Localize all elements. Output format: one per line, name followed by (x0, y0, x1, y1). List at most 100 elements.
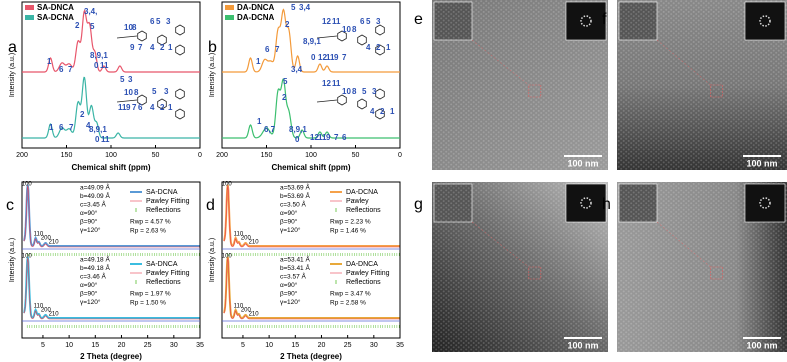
panel-label: c (6, 197, 14, 214)
peak-label: 12 (322, 17, 331, 26)
peak-label: 1 (168, 43, 173, 52)
legend-swatch (225, 15, 234, 20)
cell-parameter: β=90° (280, 218, 298, 226)
bond (316, 99, 338, 103)
hkl-label: 200 (41, 236, 52, 242)
ring (357, 98, 367, 110)
scale-label: 100 nm (567, 340, 598, 350)
hkl-label: 210 (49, 240, 60, 246)
panel-label: h (602, 196, 611, 213)
peak-label: 9 (334, 53, 339, 62)
panel-label: d (206, 197, 215, 214)
peak-label: 5 (90, 22, 95, 31)
peak-label: 2 (285, 20, 290, 29)
roi-box (710, 84, 723, 98)
peak-label: 5 (120, 75, 125, 84)
peak-label: 11 (100, 61, 109, 70)
peak-label: 3 (376, 17, 381, 26)
cell-parameter: α=90° (280, 281, 298, 289)
legend-label: SA-DNCA (146, 261, 178, 268)
peak-label: 8,9,1 (90, 51, 108, 60)
inset-fft (565, 1, 607, 41)
label: 50 (352, 152, 360, 159)
ring (375, 44, 385, 56)
cell-parameter: β=90° (80, 218, 98, 226)
peak-label: 5 (152, 87, 157, 96)
cell-parameter: β=90° (280, 290, 298, 298)
cell-parameter: b=53.41 Å (280, 263, 310, 272)
peak-label: 7 (334, 133, 339, 142)
peak-label: 6 (342, 133, 347, 142)
r-factor: Rp = 1.46 % (330, 228, 366, 235)
peak-label: 6 (360, 17, 365, 26)
peak-label: 8,9,1 (289, 125, 307, 134)
inset-fft (744, 1, 786, 41)
peak-label: 2 (380, 107, 385, 116)
peak-label: 0 (94, 61, 99, 70)
legend-label: Pawley (346, 198, 369, 205)
ring (137, 30, 147, 42)
ring (375, 88, 385, 100)
legend-label: Reflections (346, 279, 381, 286)
label: 35 (196, 342, 204, 349)
hkl-label: 200 (241, 236, 252, 242)
panel-label: b (208, 39, 217, 56)
peak-label: 7 (69, 123, 74, 132)
legend-label: DA-DNCA (237, 3, 275, 12)
label: Chemical shift (ppm) (71, 163, 150, 172)
label: 100 (105, 152, 117, 159)
label: 5 (41, 342, 45, 349)
r-factor: Rwp = 1.97 % (130, 291, 171, 298)
label: 2 Theta (degree) (80, 352, 142, 361)
peak-label: 1 (390, 107, 395, 116)
cell-parameter: β=90° (80, 290, 98, 298)
label: 30 (170, 342, 178, 349)
inset-fft (744, 183, 786, 223)
peak-label: 7 (132, 103, 137, 112)
ring (157, 98, 167, 110)
legend-label: DA-DNCA (346, 261, 378, 268)
roi-box (710, 266, 723, 280)
label: 10 (65, 342, 73, 349)
axes-frame (221, 181, 401, 339)
peak-label: 3,4, (84, 7, 97, 16)
bond (116, 35, 138, 39)
label: 5 (241, 342, 245, 349)
cell-parameter: a=49.09 Å (80, 183, 110, 192)
peak-label: 6 (138, 103, 143, 112)
scale-label: 100 nm (746, 158, 777, 168)
peak-label: 0 (95, 135, 100, 144)
label: 0 (198, 152, 202, 159)
hkl-label: 200 (41, 308, 52, 314)
cell-parameter: c=3.50 Å (280, 200, 307, 209)
y-axis-label: Intensity (a.u.) (209, 238, 216, 282)
legend-swatch (225, 5, 234, 10)
legend-swatch (25, 5, 34, 10)
peak-label: 8,9,1 (89, 125, 107, 134)
cell-parameter: α=90° (80, 209, 98, 217)
cell-parameter: γ=120° (80, 226, 101, 234)
peak-label: 8 (352, 87, 357, 96)
y-axis-label: Intensity (a.u.) (9, 53, 16, 97)
spectrum-curve (22, 76, 200, 139)
label: 2 Theta (degree) (280, 352, 342, 361)
r-factor: Rwp = 4.57 % (130, 219, 171, 226)
peak-label: 4 (150, 43, 155, 52)
legend-label: DA-DCNA (237, 13, 275, 22)
spectrum-curve (22, 9, 200, 73)
experimental-curve (23, 184, 200, 247)
legend-label: DA-DCNA (346, 189, 378, 196)
peak-label: 9 (130, 43, 135, 52)
peak-label: 4 (150, 103, 155, 112)
peak-label: 3 (372, 87, 377, 96)
cell-parameter: γ=120° (280, 226, 301, 234)
inset-fft (565, 183, 607, 223)
label: 20 (318, 342, 326, 349)
label: 20 (118, 342, 126, 349)
y-axis-label: Intensity (a.u.) (9, 238, 16, 282)
roi-guide (471, 221, 529, 268)
peak-label: 3,4 (299, 3, 311, 12)
peak-label: 6 (265, 45, 270, 54)
cell-parameter: a=53.69 Å (280, 183, 310, 192)
hkl-label: 110 (234, 304, 244, 310)
